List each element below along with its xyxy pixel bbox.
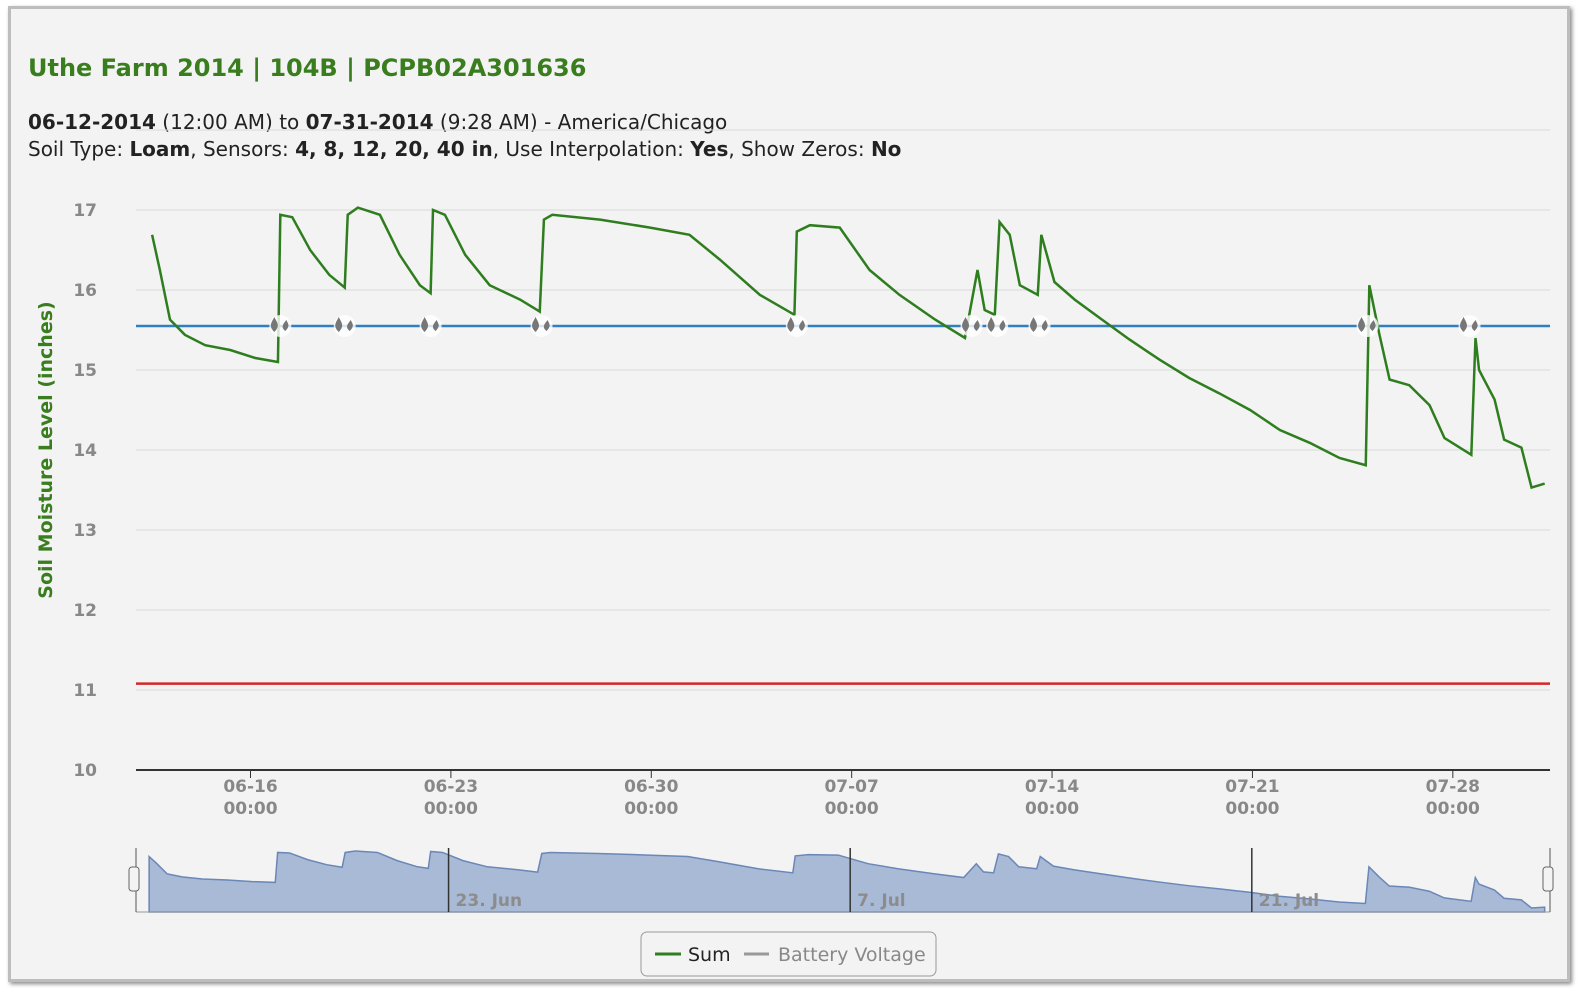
drop (543, 320, 550, 331)
subtitle-part: Loam (129, 137, 191, 161)
x-tick-label: 07-28 00:00 (1425, 777, 1481, 819)
drop (1041, 320, 1048, 331)
irrigation-icon (333, 315, 356, 337)
drop (1471, 320, 1478, 331)
legend-label: Battery Voltage (778, 944, 926, 966)
navigator-handle (1542, 866, 1554, 892)
series-line (150, 206, 1546, 490)
drop (1460, 317, 1467, 332)
irrigation-icon (785, 315, 808, 337)
y-tick-label: 10 (73, 761, 97, 781)
subtitle-part: , Use Interpolation: (492, 137, 691, 161)
y-tick-label: 13 (73, 521, 97, 541)
drop (973, 320, 980, 331)
subtitle-part: , Show Zeros: (728, 137, 871, 161)
subtitle-part: No (870, 137, 902, 161)
subtitle-part: Yes (690, 137, 729, 161)
drop (1369, 320, 1376, 331)
chart-title: Uthe Farm 2014 | 104B | PCPB02A301636 (28, 54, 587, 82)
drop (962, 317, 970, 332)
x-tick-label: 07-21 00:00 (1225, 777, 1280, 819)
y-tick-label: 14 (73, 441, 97, 461)
navigator-tick-label: 7. Jul (857, 891, 905, 911)
drop (432, 320, 439, 331)
subtitle-part: , Sensors: (190, 137, 296, 161)
drop (347, 320, 353, 331)
drop (1030, 317, 1037, 332)
subtitle-part: 06-12-2014 (28, 110, 156, 134)
header: Uthe Farm 2014 | 104B | PCPB02A301636 06… (28, 28, 901, 163)
y-tick-label: 12 (73, 601, 97, 621)
x-tick-label: 06-23 00:00 (423, 777, 479, 819)
y-tick-label: 11 (73, 681, 97, 701)
y-tick-label: 17 (73, 201, 97, 221)
drop (787, 317, 795, 332)
y-tick-label: 16 (73, 281, 97, 301)
drop (270, 317, 278, 332)
irrigation-icon (1028, 315, 1051, 337)
chart-frame (8, 6, 1570, 982)
navigator-handle (128, 866, 140, 892)
irrigation-icon (1458, 315, 1481, 337)
drop (532, 317, 540, 332)
irrigation-icon (530, 315, 553, 337)
subtitle-part: Soil Type: (28, 137, 130, 161)
x-tick-label: 06-16 00:00 (223, 777, 278, 819)
drop (799, 320, 805, 331)
drop (999, 320, 1006, 331)
legend-label: Sum (688, 944, 731, 966)
subtitle-line: Soil Type: Loam, Sensors: 4, 8, 12, 20, … (28, 136, 901, 163)
drop (282, 320, 289, 331)
legend-box (640, 931, 937, 977)
y-axis-label: Soil Moisture Level (inches) (35, 301, 57, 598)
drop (987, 317, 995, 332)
y-tick-label: 15 (73, 361, 97, 381)
drop (335, 317, 343, 332)
irrigation-icon (1356, 315, 1379, 337)
irrigation-icon (960, 315, 983, 337)
drop (421, 317, 429, 332)
x-tick-label: 06-30 00:00 (624, 777, 679, 819)
irrigation-icon (269, 315, 292, 337)
navigator-area (148, 850, 1546, 913)
irrigation-icon (986, 315, 1009, 337)
subtitle-part: 4, 8, 12, 20, 40 in (295, 137, 493, 161)
x-tick-label: 07-14 00:00 (1024, 777, 1080, 819)
drop (1358, 317, 1366, 332)
navigator-tick-label: 21. Jul (1259, 891, 1319, 911)
irrigation-icon (419, 315, 442, 337)
x-tick-label: 07-07 00:00 (824, 777, 879, 819)
navigator-tick-label: 23. Jun (456, 891, 523, 911)
